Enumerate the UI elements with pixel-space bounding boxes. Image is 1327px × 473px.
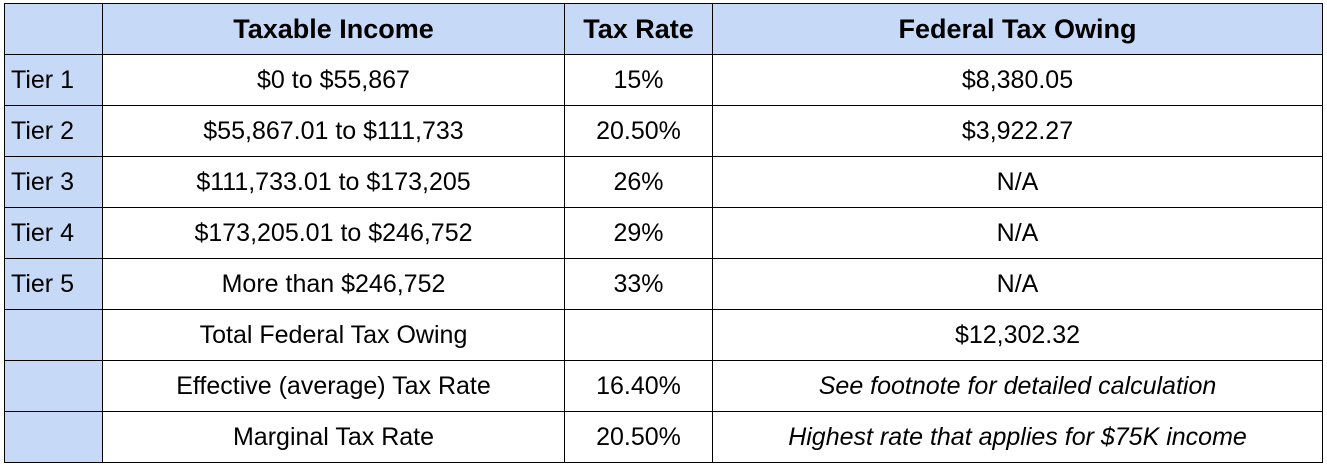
tier-label: Tier 2 bbox=[4, 105, 103, 157]
tax-rate-cell: 20.50% bbox=[564, 105, 713, 157]
tax-owing-cell: N/A bbox=[712, 156, 1323, 208]
tier-label-empty bbox=[4, 309, 103, 361]
summary-label: Marginal Tax Rate bbox=[102, 411, 565, 463]
summary-label: Total Federal Tax Owing bbox=[102, 309, 565, 361]
tax-rate-cell: 26% bbox=[564, 156, 713, 208]
summary-note-cell: See footnote for detailed calculation bbox=[712, 360, 1323, 412]
summary-row-effective-rate: Effective (average) Tax Rate 16.40% See … bbox=[4, 360, 1323, 412]
tax-rate-cell: 33% bbox=[564, 258, 713, 310]
table-row: Tier 4 $173,205.01 to $246,752 29% N/A bbox=[4, 207, 1323, 259]
tax-owing-cell: $3,922.27 bbox=[712, 105, 1323, 157]
summary-row-marginal-rate: Marginal Tax Rate 20.50% Highest rate th… bbox=[4, 411, 1323, 463]
tax-rate-cell: 29% bbox=[564, 207, 713, 259]
tier-label-empty bbox=[4, 411, 103, 463]
table-row: Tier 1 $0 to $55,867 15% $8,380.05 bbox=[4, 54, 1323, 106]
header-tax-rate: Tax Rate bbox=[564, 3, 713, 55]
summary-note-cell: Highest rate that applies for $75K incom… bbox=[712, 411, 1323, 463]
federal-tax-table: Taxable Income Tax Rate Federal Tax Owin… bbox=[4, 3, 1323, 463]
summary-rate-cell: 20.50% bbox=[564, 411, 713, 463]
table-row: Tier 2 $55,867.01 to $111,733 20.50% $3,… bbox=[4, 105, 1323, 157]
table-row: Tier 5 More than $246,752 33% N/A bbox=[4, 258, 1323, 310]
taxable-income-cell: $173,205.01 to $246,752 bbox=[102, 207, 565, 259]
taxable-income-cell: $55,867.01 to $111,733 bbox=[102, 105, 565, 157]
header-federal-tax-owing: Federal Tax Owing bbox=[712, 3, 1323, 55]
tier-label: Tier 1 bbox=[4, 54, 103, 106]
taxable-income-cell: $0 to $55,867 bbox=[102, 54, 565, 106]
table-row: Tier 3 $111,733.01 to $173,205 26% N/A bbox=[4, 156, 1323, 208]
summary-value-cell: $12,302.32 bbox=[712, 309, 1323, 361]
summary-label: Effective (average) Tax Rate bbox=[102, 360, 565, 412]
summary-rate-cell: 16.40% bbox=[564, 360, 713, 412]
tax-rate-cell: 15% bbox=[564, 54, 713, 106]
table-header-row: Taxable Income Tax Rate Federal Tax Owin… bbox=[4, 3, 1323, 55]
header-taxable-income: Taxable Income bbox=[102, 3, 565, 55]
tax-owing-cell: N/A bbox=[712, 258, 1323, 310]
tier-label: Tier 3 bbox=[4, 156, 103, 208]
summary-rate-cell bbox=[564, 309, 713, 361]
tax-owing-cell: $8,380.05 bbox=[712, 54, 1323, 106]
tier-label-empty bbox=[4, 360, 103, 412]
tax-owing-cell: N/A bbox=[712, 207, 1323, 259]
tier-label: Tier 4 bbox=[4, 207, 103, 259]
taxable-income-cell: $111,733.01 to $173,205 bbox=[102, 156, 565, 208]
taxable-income-cell: More than $246,752 bbox=[102, 258, 565, 310]
header-tier-cell bbox=[4, 3, 103, 55]
summary-row-total: Total Federal Tax Owing $12,302.32 bbox=[4, 309, 1323, 361]
tier-label: Tier 5 bbox=[4, 258, 103, 310]
